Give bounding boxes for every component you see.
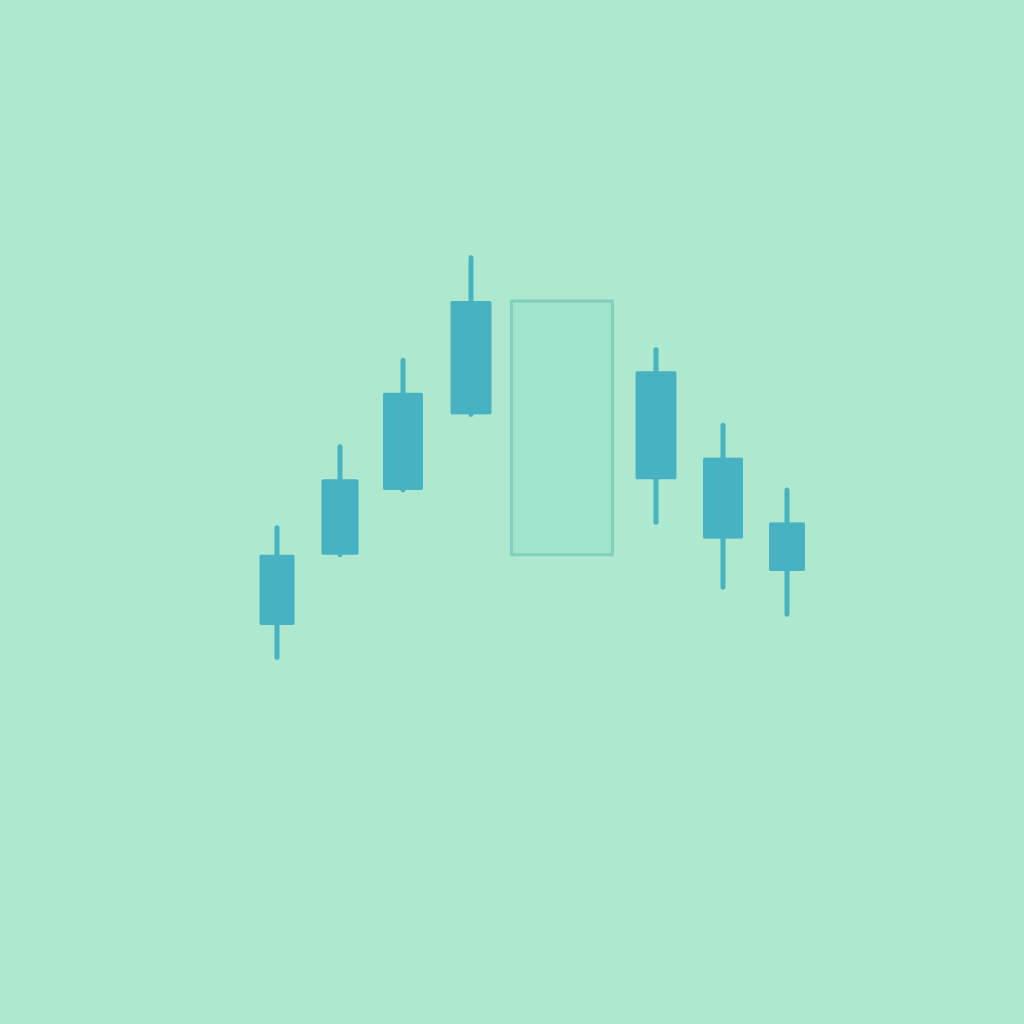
candle-body-2	[321, 479, 359, 555]
candle-body-7	[703, 457, 743, 539]
candle-body-3	[383, 392, 423, 490]
candle-2	[321, 444, 359, 558]
candle-1	[259, 525, 295, 660]
candle-body-8	[769, 522, 805, 571]
candle-4	[450, 255, 492, 417]
candle-3	[383, 357, 423, 493]
candle-placeholder-5	[510, 299, 614, 557]
candle-6	[635, 347, 677, 525]
candle-body-4	[450, 301, 492, 415]
candle-7	[703, 422, 743, 590]
candle-body-6	[635, 371, 677, 480]
candle-body-1	[259, 554, 295, 625]
candle-8	[769, 487, 805, 617]
